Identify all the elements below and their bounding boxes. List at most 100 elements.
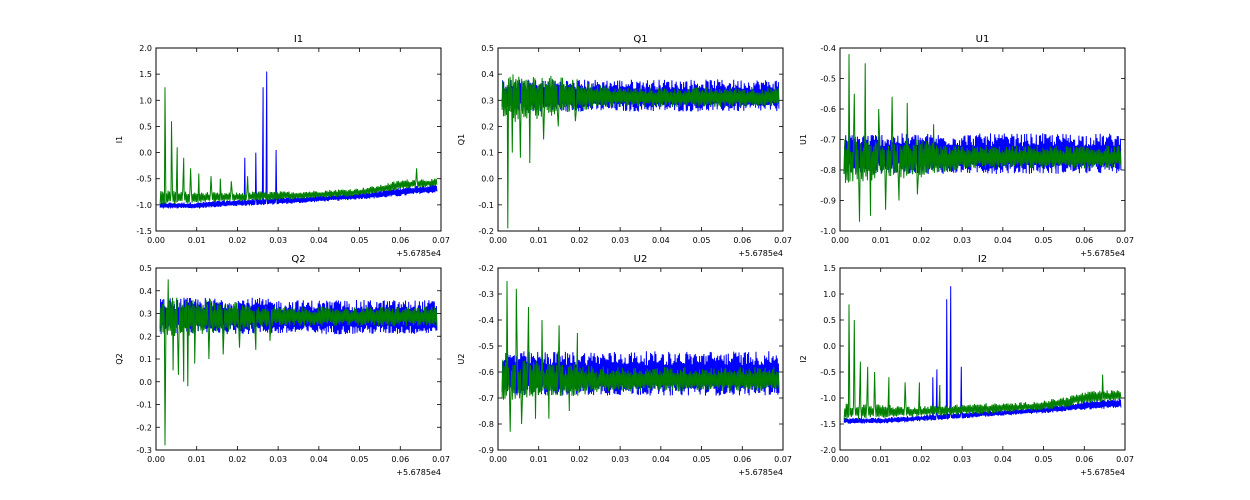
x-tick-label: 0.06 (391, 236, 409, 245)
y-tick-label: -1.5 (820, 420, 836, 429)
y-tick-label: -2.0 (820, 446, 836, 455)
y-tick-label: 0.0 (823, 342, 836, 351)
subplot-title: Q1 (633, 34, 647, 45)
y-tick-label: -0.6 (820, 105, 836, 114)
subplot-title: I1 (294, 34, 303, 45)
x-offset-label: +5.6785e4 (1080, 468, 1125, 477)
x-tick-label: 0.06 (1075, 455, 1093, 464)
y-tick-label: 0.5 (823, 316, 836, 325)
y-axis-label: Q1 (457, 134, 466, 145)
y-tick-label: 0.1 (139, 355, 152, 364)
y-tick-label: 0.0 (139, 378, 152, 387)
x-tick-label: 0.02 (229, 236, 247, 245)
y-tick-label: 0.5 (481, 44, 494, 53)
y-tick-label: -1.0 (820, 394, 836, 403)
x-tick-label: 0.07 (774, 455, 792, 464)
axes-frame (839, 267, 1126, 451)
series-line-2 (843, 54, 1122, 222)
axes-frame (155, 267, 442, 451)
x-tick-label: 0.00 (147, 236, 165, 245)
y-tick-label: -0.9 (820, 197, 836, 206)
y-tick-label: -0.5 (136, 175, 152, 184)
y-tick-label: 1.0 (139, 96, 152, 105)
subplot-I2: 0.00 0.01 0.02 0.03 0.04 0.05 0.06 0.07 -2.0 -1.5… (799, 254, 1134, 477)
x-tick-label: 0.00 (831, 236, 849, 245)
x-tick-label: 0.03 (953, 236, 971, 245)
y-tick-label: -0.2 (136, 423, 152, 432)
x-tick-label: 0.01 (872, 455, 890, 464)
axes-frame (497, 47, 784, 232)
y-tick-label: 1.5 (823, 264, 836, 273)
y-tick-label: 2.0 (139, 44, 152, 53)
y-tick-label: 0.3 (481, 96, 494, 105)
y-tick-label: 0.2 (139, 332, 152, 341)
x-tick-label: 0.04 (994, 236, 1012, 245)
series-line-2 (159, 279, 438, 446)
y-tick-label: -0.5 (478, 342, 494, 351)
series-line-2 (159, 87, 438, 205)
x-tick-label: 0.05 (1035, 455, 1053, 464)
subplot-I1: 0.00 0.01 0.02 0.03 0.04 0.05 0.06 0.07 -1.5 -1.0… (115, 34, 450, 258)
series-line-2 (501, 74, 780, 229)
x-offset-label: +5.6785e4 (396, 249, 441, 258)
x-tick-label: 0.04 (652, 455, 670, 464)
y-tick-label: -0.8 (820, 166, 836, 175)
y-tick-label: -0.4 (478, 316, 494, 325)
y-axis-label: I2 (799, 355, 808, 362)
y-tick-label: -1.0 (820, 227, 836, 236)
x-tick-label: 0.07 (1116, 236, 1134, 245)
y-tick-label: 0.4 (139, 287, 152, 296)
x-tick-label: 0.01 (188, 236, 206, 245)
y-tick-label: -0.7 (478, 394, 494, 403)
x-tick-label: 0.06 (733, 236, 751, 245)
y-tick-label: -0.3 (478, 290, 494, 299)
x-offset-label: +5.6785e4 (738, 249, 783, 258)
y-tick-label: 0.2 (481, 122, 494, 131)
y-tick-label: 0.0 (139, 149, 152, 158)
y-tick-label: 1.5 (139, 70, 152, 79)
y-tick-label: -0.3 (136, 446, 152, 455)
x-tick-label: 0.07 (432, 236, 450, 245)
y-tick-label: 0.0 (481, 175, 494, 184)
x-tick-label: 0.02 (229, 455, 247, 464)
subplot-title: Q2 (291, 254, 305, 265)
series-line-1 (843, 286, 1122, 424)
series-line-2 (501, 280, 780, 432)
y-axis-label: Q2 (115, 353, 124, 364)
y-tick-label: -1.0 (136, 201, 152, 210)
subplot-Q2: 0.00 0.01 0.02 0.03 0.04 0.05 0.06 0.07 -0.3 -0.2… (115, 254, 450, 477)
y-tick-label: -0.2 (478, 227, 494, 236)
subplot-title: U2 (634, 254, 648, 265)
y-tick-label: -0.6 (478, 368, 494, 377)
x-tick-label: 0.07 (1116, 455, 1134, 464)
subplot-title: U1 (976, 34, 990, 45)
x-tick-label: 0.02 (571, 455, 589, 464)
x-offset-label: +5.6785e4 (1080, 249, 1125, 258)
y-tick-label: 0.1 (481, 149, 494, 158)
x-tick-label: 0.02 (913, 236, 931, 245)
x-tick-label: 0.02 (571, 236, 589, 245)
y-tick-label: -0.1 (136, 401, 152, 410)
x-tick-label: 0.02 (913, 455, 931, 464)
y-tick-label: 0.5 (139, 122, 152, 131)
axes-frame (497, 267, 784, 451)
series-line-1 (159, 71, 438, 209)
x-tick-label: 0.04 (310, 236, 328, 245)
y-tick-label: -0.2 (478, 264, 494, 273)
subplot-U2: 0.00 0.01 0.02 0.03 0.04 0.05 0.06 0.07 -0.9 -0.8… (457, 254, 792, 477)
x-tick-label: 0.04 (994, 455, 1012, 464)
x-tick-label: 0.05 (351, 455, 369, 464)
x-tick-label: 0.06 (733, 455, 751, 464)
x-tick-label: 0.01 (188, 455, 206, 464)
x-tick-label: 0.01 (530, 455, 548, 464)
x-tick-label: 0.03 (611, 236, 629, 245)
subplot-U1: 0.00 0.01 0.02 0.03 0.04 0.05 0.06 0.07 -1.0 -0.9… (799, 34, 1134, 258)
x-tick-label: 0.03 (611, 455, 629, 464)
y-tick-label: 0.5 (139, 264, 152, 273)
y-axis-label: I1 (115, 136, 124, 143)
y-tick-label: -0.9 (478, 446, 494, 455)
x-tick-label: 0.03 (269, 236, 287, 245)
x-tick-label: 0.03 (953, 455, 971, 464)
series-line-2 (843, 304, 1122, 420)
